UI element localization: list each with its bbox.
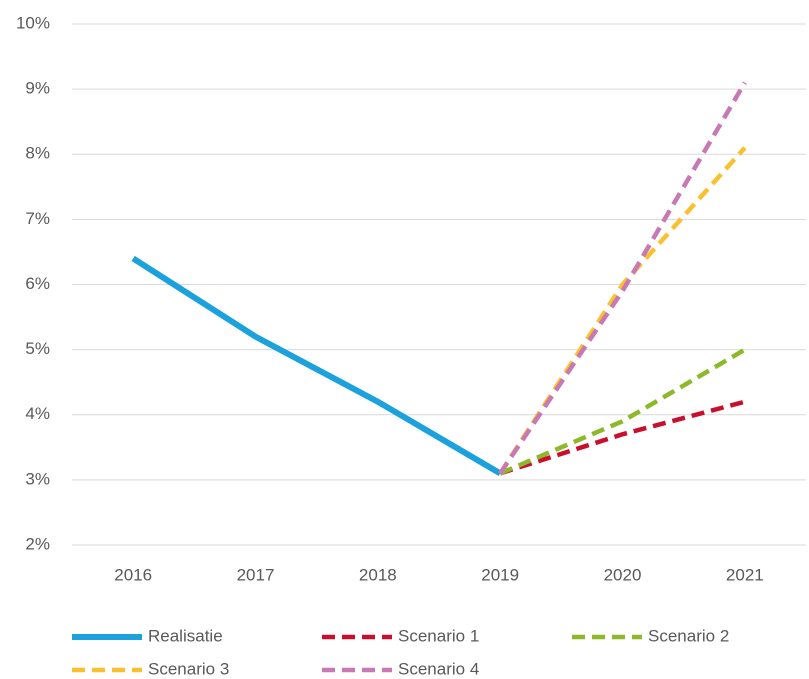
- y-tick-label: 10%: [16, 13, 50, 32]
- y-tick-label: 7%: [25, 209, 50, 228]
- y-tick-label: 4%: [25, 404, 50, 423]
- y-tick-label: 8%: [25, 144, 50, 163]
- x-tick-label: 2017: [237, 565, 275, 584]
- series-line: [499, 347, 746, 476]
- legend-label: Scenario 1: [398, 626, 479, 645]
- legend-label: Scenario 4: [398, 659, 479, 678]
- series-line: [131, 255, 502, 476]
- y-tick-label: 3%: [25, 469, 50, 488]
- y-tick-label: 9%: [25, 79, 50, 98]
- y-tick-label: 5%: [25, 339, 50, 358]
- x-tick-label: 2020: [604, 565, 642, 584]
- legend-label: Scenario 3: [148, 659, 229, 678]
- x-tick-label: 2021: [726, 565, 764, 584]
- series-line: [498, 81, 747, 475]
- y-tick-label: 6%: [25, 274, 50, 293]
- legend-label: Scenario 2: [648, 626, 729, 645]
- legend-label: Realisatie: [148, 626, 223, 645]
- series-line: [498, 146, 747, 475]
- y-tick-label: 2%: [25, 534, 50, 553]
- x-tick-label: 2016: [114, 565, 152, 584]
- series-line: [499, 399, 746, 476]
- x-tick-label: 2019: [481, 565, 519, 584]
- x-tick-label: 2018: [359, 565, 397, 584]
